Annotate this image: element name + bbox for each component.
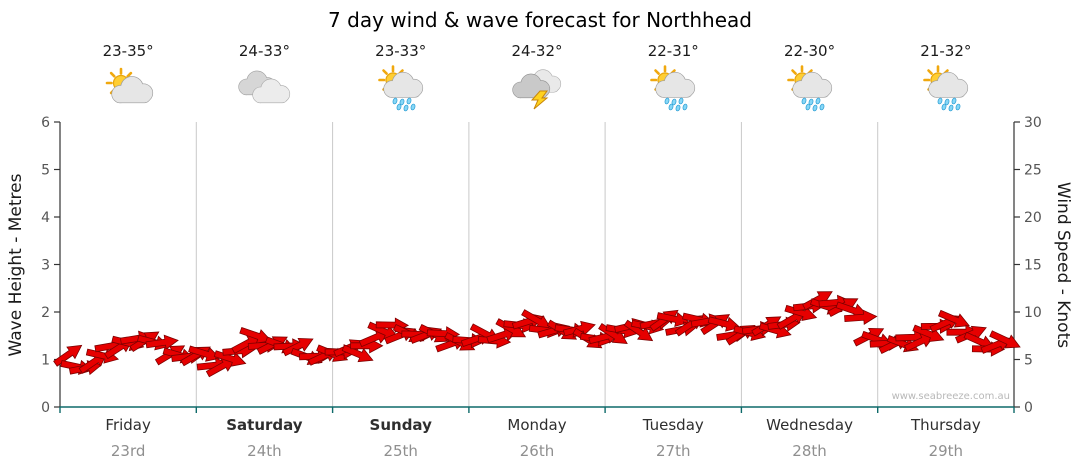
right-tick-label: 25 (1024, 163, 1042, 179)
cloud-icon (383, 71, 423, 98)
day-date: 27th (656, 442, 691, 460)
day-dates-row: 23rd 24th 25th 26th 27th 28th 29th (60, 442, 1014, 460)
cloud-icon (928, 71, 968, 98)
left-tick-label: 0 (41, 400, 50, 416)
day-name: Monday (507, 416, 567, 434)
day-weather (741, 64, 877, 114)
wind-arrow (598, 323, 628, 344)
right-tick-label: 15 (1024, 258, 1042, 274)
weather-icon-thunderstorm (512, 69, 562, 110)
cloud-icon (111, 76, 154, 104)
wind-arrow (989, 330, 1021, 349)
wind-arrow (844, 309, 878, 325)
watermark: www.seabreeze.com.au (892, 391, 1010, 402)
wind-arrow (239, 326, 272, 344)
day-date: 26th (519, 442, 555, 460)
cloud-icon (791, 71, 832, 98)
day-temp-range: 22-30° (784, 42, 836, 60)
day-name: Thursday (910, 416, 981, 434)
day-date: 23rd (110, 442, 146, 460)
left-tick-label: 3 (41, 258, 50, 274)
cloud-icon (252, 78, 291, 104)
day-date: 28th (792, 442, 827, 460)
day-weather (878, 64, 1014, 114)
day-temp-range: 24-32° (511, 42, 563, 60)
rain-drops-icon (664, 97, 688, 112)
rain-drops-icon (801, 97, 824, 112)
day-date: 25th (383, 442, 418, 460)
left-tick-label: 5 (41, 163, 50, 179)
cloud-icon (655, 71, 696, 98)
weather-icon-sun-showers (377, 65, 423, 112)
day-weather (469, 64, 605, 114)
wind-arrow (784, 304, 818, 321)
wind-arrow (707, 316, 741, 332)
rain-drops-icon (392, 97, 416, 112)
day-temp-range: 21-32° (920, 42, 972, 60)
weather-icon-sun-showers (786, 65, 832, 112)
day-date: 24th (247, 442, 282, 460)
right-tick-label: 0 (1024, 400, 1033, 416)
wind-arrow (53, 344, 83, 367)
day-name: Sunday (369, 416, 432, 434)
page-title: 7 day wind & wave forecast for Northhead (328, 8, 752, 32)
wind-arrow (188, 345, 221, 362)
wind-arrow (937, 309, 970, 328)
wind-arrow (282, 337, 314, 357)
weather-icon-sun-showers (650, 65, 696, 112)
left-tick-label: 6 (41, 115, 50, 131)
weather-icon-partly-cloudy (105, 67, 154, 104)
wind-arrow (213, 350, 247, 367)
day-name: Tuesday (642, 416, 704, 434)
left-tick-label: 1 (41, 353, 50, 369)
left-tick-label: 4 (41, 210, 50, 226)
day-temp-range: 23-35° (102, 42, 154, 60)
icons-row (60, 60, 1014, 118)
wind-arrow (341, 344, 374, 363)
day-temp-range: 24-33° (238, 42, 290, 60)
day-weather (333, 64, 469, 114)
day-name: Friday (105, 416, 151, 434)
lightning-icon (530, 90, 549, 110)
right-tick-label: 5 (1024, 353, 1033, 369)
day-weather (605, 64, 741, 114)
right-tick-label: 20 (1024, 210, 1042, 226)
rain-drops-icon (937, 97, 961, 112)
day-weather (196, 64, 332, 114)
wind-arrow (145, 334, 179, 350)
day-date: 29th (928, 442, 964, 460)
day-name: Wednesday (766, 416, 853, 434)
day-names-row: Friday Saturday Sunday Monday Tuesday Wednesd… (60, 416, 1014, 434)
wind-arrow (656, 311, 690, 327)
day-temp-range: 23-33° (375, 42, 427, 60)
day-weather (60, 64, 196, 114)
day-temp-range: 22-31° (647, 42, 699, 60)
weather-icon-cloudy (238, 70, 291, 104)
right-tick-label: 30 (1024, 115, 1042, 131)
day-name: Saturday (226, 416, 303, 434)
weather-icon-sun-showers (923, 65, 968, 112)
temps-row: 23-35° 24-33° 23-33° 24-32° 22-31° 22-30° 21-3… (60, 42, 1014, 60)
right-tick-label: 10 (1024, 305, 1042, 321)
left-tick-label: 2 (41, 305, 50, 321)
wind-arrow (562, 320, 596, 337)
